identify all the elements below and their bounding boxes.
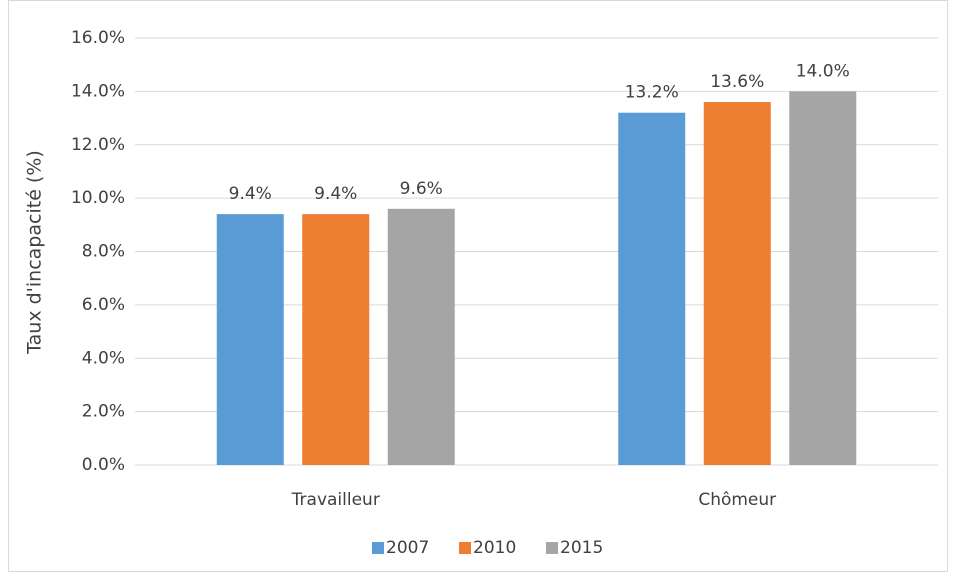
value-label: 9.6% (400, 179, 443, 199)
y-tick-label: 16.0% (71, 28, 125, 48)
x-tick-label: Travailleur (291, 490, 380, 510)
value-label: 9.4% (229, 184, 272, 204)
legend-label: 2007 (386, 538, 429, 558)
y-tick-label: 4.0% (82, 348, 125, 368)
bar (789, 91, 857, 465)
legend-swatch (459, 542, 471, 554)
bar (302, 214, 370, 465)
y-tick-label: 14.0% (71, 81, 125, 101)
y-tick-label: 2.0% (82, 402, 125, 422)
bar (618, 112, 686, 465)
legend-label: 2015 (560, 538, 603, 558)
y-tick-label: 0.0% (82, 455, 125, 475)
legend-swatch (372, 542, 384, 554)
legend-swatch (546, 542, 558, 554)
y-tick-label: 8.0% (82, 242, 125, 262)
x-tick-label: Chômeur (698, 490, 776, 510)
y-tick-label: 12.0% (71, 135, 125, 155)
bar (387, 208, 455, 466)
value-label: 13.6% (710, 72, 764, 92)
y-tick-label: 10.0% (71, 188, 125, 208)
bar (216, 214, 284, 465)
bar (703, 102, 771, 466)
value-label: 14.0% (796, 61, 850, 81)
y-axis-label: Taux d'incapacité (%) (24, 150, 46, 355)
legend-label: 2010 (473, 538, 516, 558)
value-label: 13.2% (625, 83, 679, 103)
value-label: 9.4% (314, 184, 357, 204)
y-tick-label: 6.0% (82, 295, 125, 315)
